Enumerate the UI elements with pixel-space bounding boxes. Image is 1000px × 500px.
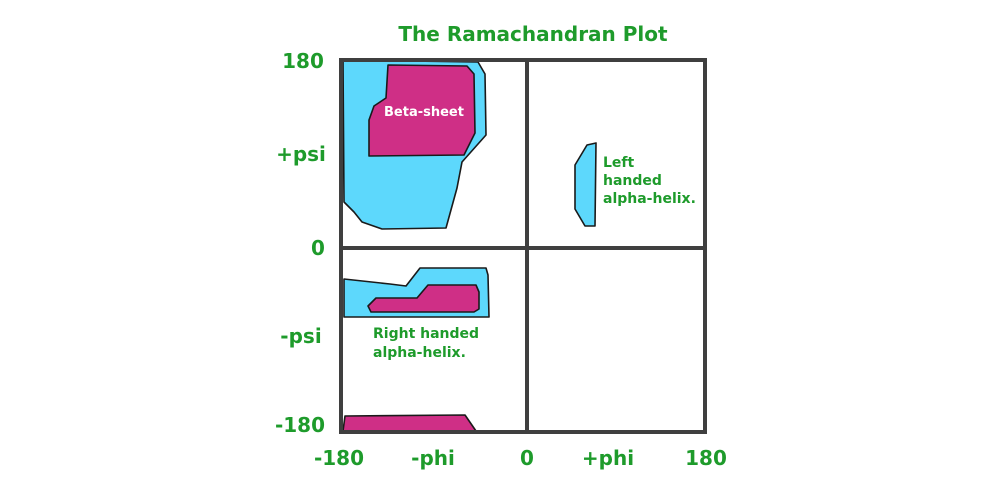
- x-tick-minus-180: -180: [314, 446, 364, 470]
- left-handed-alpha-helix-label-line-3: alpha-helix.: [603, 191, 696, 207]
- right-handed-alpha-helix-label-line-2: alpha-helix.: [373, 345, 466, 361]
- left-handed-alpha-helix-label-line-1: Left: [603, 155, 635, 171]
- x-tick-180: 180: [685, 446, 727, 470]
- x-tick-plus-phi: +phi: [582, 446, 634, 470]
- y-tick-minus-psi: -psi: [280, 324, 321, 348]
- left-handed-alpha-helix-region: [574, 142, 597, 227]
- y-tick-0: 0: [311, 236, 325, 260]
- beta-sheet-core-region: [368, 64, 476, 157]
- beta-sheet-wraparound-region: [342, 414, 477, 432]
- y-tick-minus-180: -180: [275, 413, 325, 437]
- beta-sheet-label: Beta-sheet: [384, 105, 464, 120]
- right-handed-alpha-helix-core-region: [367, 284, 480, 313]
- x-tick-minus-phi: -phi: [411, 446, 455, 470]
- left-handed-alpha-helix-label-line-2: handed: [603, 173, 662, 189]
- diagram-title: The Ramachandran Plot: [398, 22, 668, 46]
- y-tick-180: 180: [282, 49, 324, 73]
- x-tick-0: 0: [520, 446, 534, 470]
- right-handed-alpha-helix-label-line-1: Right handed: [373, 326, 479, 342]
- y-tick-plus-psi: +psi: [276, 142, 326, 166]
